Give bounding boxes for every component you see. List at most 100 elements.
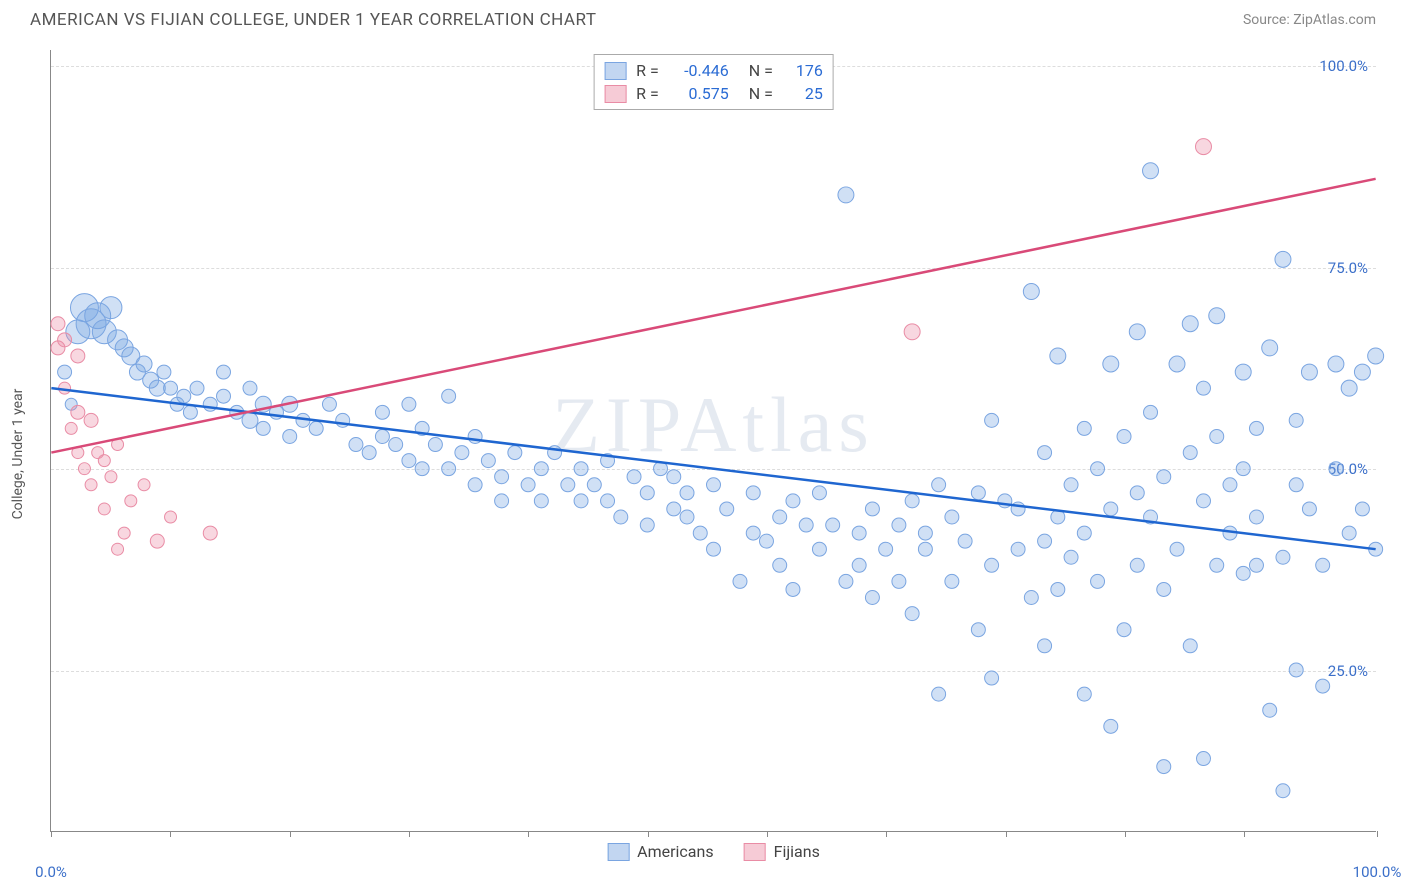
scatter-point-americans	[1249, 421, 1263, 435]
scatter-point-americans	[242, 412, 258, 428]
scatter-point-americans	[495, 470, 509, 484]
x-tick	[528, 831, 529, 837]
scatter-point-americans	[680, 486, 694, 500]
scatter-point-americans	[428, 438, 442, 452]
scatter-point-americans	[1276, 784, 1290, 798]
scatter-point-americans	[1209, 308, 1225, 324]
scatter-point-americans	[839, 574, 853, 588]
scatter-point-americans	[1289, 478, 1303, 492]
scatter-point-americans	[1157, 470, 1171, 484]
scatter-point-americans	[1038, 534, 1052, 548]
scatter-point-americans	[1024, 591, 1038, 605]
scatter-point-americans	[1023, 284, 1039, 300]
scatter-point-americans	[1289, 663, 1303, 677]
scatter-point-americans	[1301, 364, 1317, 380]
scatter-point-americans	[932, 478, 946, 492]
scatter-point-americans	[1038, 446, 1052, 460]
scatter-point-americans	[1130, 486, 1144, 500]
scatter-point-americans	[852, 558, 866, 572]
scatter-point-americans	[1316, 558, 1330, 572]
scatter-point-americans	[1342, 526, 1356, 540]
scatter-point-fijians	[118, 527, 130, 539]
scatter-point-americans	[587, 478, 601, 492]
legend-series-label: Americans	[637, 842, 713, 861]
scatter-point-americans	[149, 380, 165, 396]
scatter-point-fijians	[85, 479, 97, 491]
scatter-point-americans	[985, 558, 999, 572]
scatter-point-americans	[136, 356, 152, 372]
scatter-point-americans	[1038, 639, 1052, 653]
scatter-point-americans	[945, 574, 959, 588]
scatter-point-americans	[773, 510, 787, 524]
scatter-point-americans	[773, 558, 787, 572]
scatter-point-americans	[164, 381, 178, 395]
scatter-point-americans	[389, 438, 403, 452]
scatter-point-americans	[640, 486, 654, 500]
x-tick	[1377, 831, 1378, 837]
scatter-point-americans	[442, 389, 456, 403]
scatter-point-americans	[1183, 639, 1197, 653]
scatter-point-fijians	[125, 495, 137, 507]
scatter-point-americans	[905, 607, 919, 621]
x-tick	[1125, 831, 1126, 837]
scatter-point-americans	[1170, 542, 1184, 556]
scatter-point-americans	[283, 429, 297, 443]
scatter-point-americans	[217, 389, 231, 403]
scatter-point-americans	[1249, 558, 1263, 572]
scatter-point-americans	[1129, 324, 1145, 340]
scatter-point-americans	[1157, 760, 1171, 774]
scatter-point-americans	[415, 462, 429, 476]
scatter-point-fijians	[71, 405, 85, 419]
scatter-point-fijians	[51, 317, 65, 331]
scatter-point-americans	[1289, 413, 1303, 427]
scatter-point-americans	[759, 534, 773, 548]
correlation-legend: R = -0.446 N = 176 R = 0.575 N = 25	[593, 54, 834, 110]
scatter-point-americans	[1316, 679, 1330, 693]
scatter-point-americans	[322, 397, 336, 411]
scatter-point-americans	[971, 623, 985, 637]
scatter-point-americans	[985, 671, 999, 685]
legend-series-label: Fijians	[774, 842, 820, 861]
x-tick	[51, 831, 52, 837]
scatter-point-americans	[1130, 558, 1144, 572]
legend-n-label: N =	[749, 84, 773, 103]
scatter-point-americans	[1197, 381, 1211, 395]
scatter-point-americans	[1050, 348, 1066, 364]
scatter-point-americans	[1210, 429, 1224, 443]
scatter-point-americans	[1275, 251, 1291, 267]
scatter-point-americans	[100, 297, 122, 319]
legend-row: R = -0.446 N = 176	[604, 59, 823, 82]
scatter-point-americans	[1329, 462, 1343, 476]
scatter-point-americans	[217, 365, 231, 379]
scatter-point-americans	[349, 438, 363, 452]
scatter-point-americans	[1077, 687, 1091, 701]
scatter-point-americans	[1064, 478, 1078, 492]
scatter-point-americans	[1276, 550, 1290, 564]
scatter-point-fijians	[84, 413, 98, 427]
scatter-point-americans	[905, 494, 919, 508]
legend-swatch	[607, 843, 629, 861]
scatter-point-americans	[1368, 348, 1384, 364]
scatter-point-americans	[1104, 719, 1118, 733]
scatter-point-americans	[1011, 542, 1025, 556]
scatter-point-americans	[1117, 623, 1131, 637]
scatter-point-fijians	[112, 543, 124, 555]
chart-title: AMERICAN VS FIJIAN COLLEGE, UNDER 1 YEAR…	[30, 10, 596, 30]
scatter-point-americans	[1263, 703, 1277, 717]
scatter-point-americans	[1210, 558, 1224, 572]
scatter-point-americans	[1117, 429, 1131, 443]
scatter-point-americans	[362, 446, 376, 460]
scatter-point-americans	[680, 510, 694, 524]
scatter-point-americans	[1144, 405, 1158, 419]
scatter-point-americans	[945, 510, 959, 524]
scatter-point-americans	[627, 470, 641, 484]
scatter-point-americans	[720, 502, 734, 516]
x-tick	[290, 831, 291, 837]
scatter-point-americans	[746, 526, 760, 540]
x-tick	[1244, 831, 1245, 837]
scatter-point-americans	[601, 494, 615, 508]
scatter-point-americans	[985, 413, 999, 427]
scatter-point-fijians	[1196, 139, 1212, 155]
scatter-point-americans	[455, 446, 469, 460]
scatter-point-americans	[614, 510, 628, 524]
